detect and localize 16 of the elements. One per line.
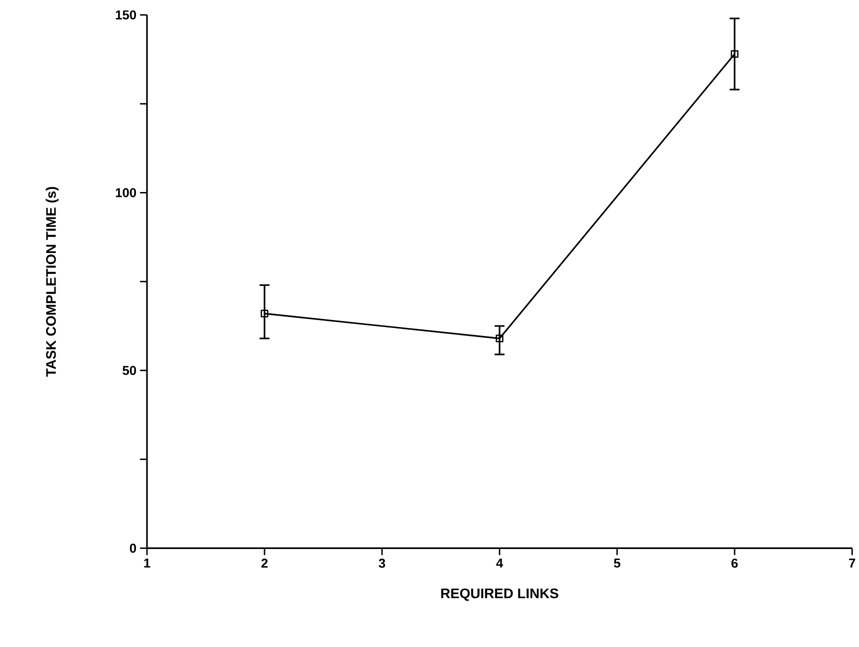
x-tick-label: 7 bbox=[849, 558, 856, 568]
x-tick-label: 2 bbox=[261, 558, 268, 568]
y-tick-label: 0 bbox=[130, 544, 136, 553]
y-axis-title: TASK COMPLETION TIME (s) bbox=[46, 187, 59, 377]
x-tick-label: 6 bbox=[731, 558, 738, 568]
point bbox=[260, 310, 268, 318]
y-tick-label: 50 bbox=[122, 366, 136, 376]
point bbox=[496, 334, 504, 342]
x-axis-title: REQUIRED LINKS bbox=[441, 588, 558, 602]
y-tick-label: 100 bbox=[116, 188, 136, 198]
x-tick-label: 3 bbox=[378, 558, 386, 568]
point bbox=[730, 50, 738, 58]
x-tick-label: 4 bbox=[496, 558, 504, 568]
x-tick-label: 1 bbox=[144, 558, 150, 568]
x-tick-label: 5 bbox=[614, 558, 620, 568]
y-tick-label: 150 bbox=[116, 10, 136, 20]
